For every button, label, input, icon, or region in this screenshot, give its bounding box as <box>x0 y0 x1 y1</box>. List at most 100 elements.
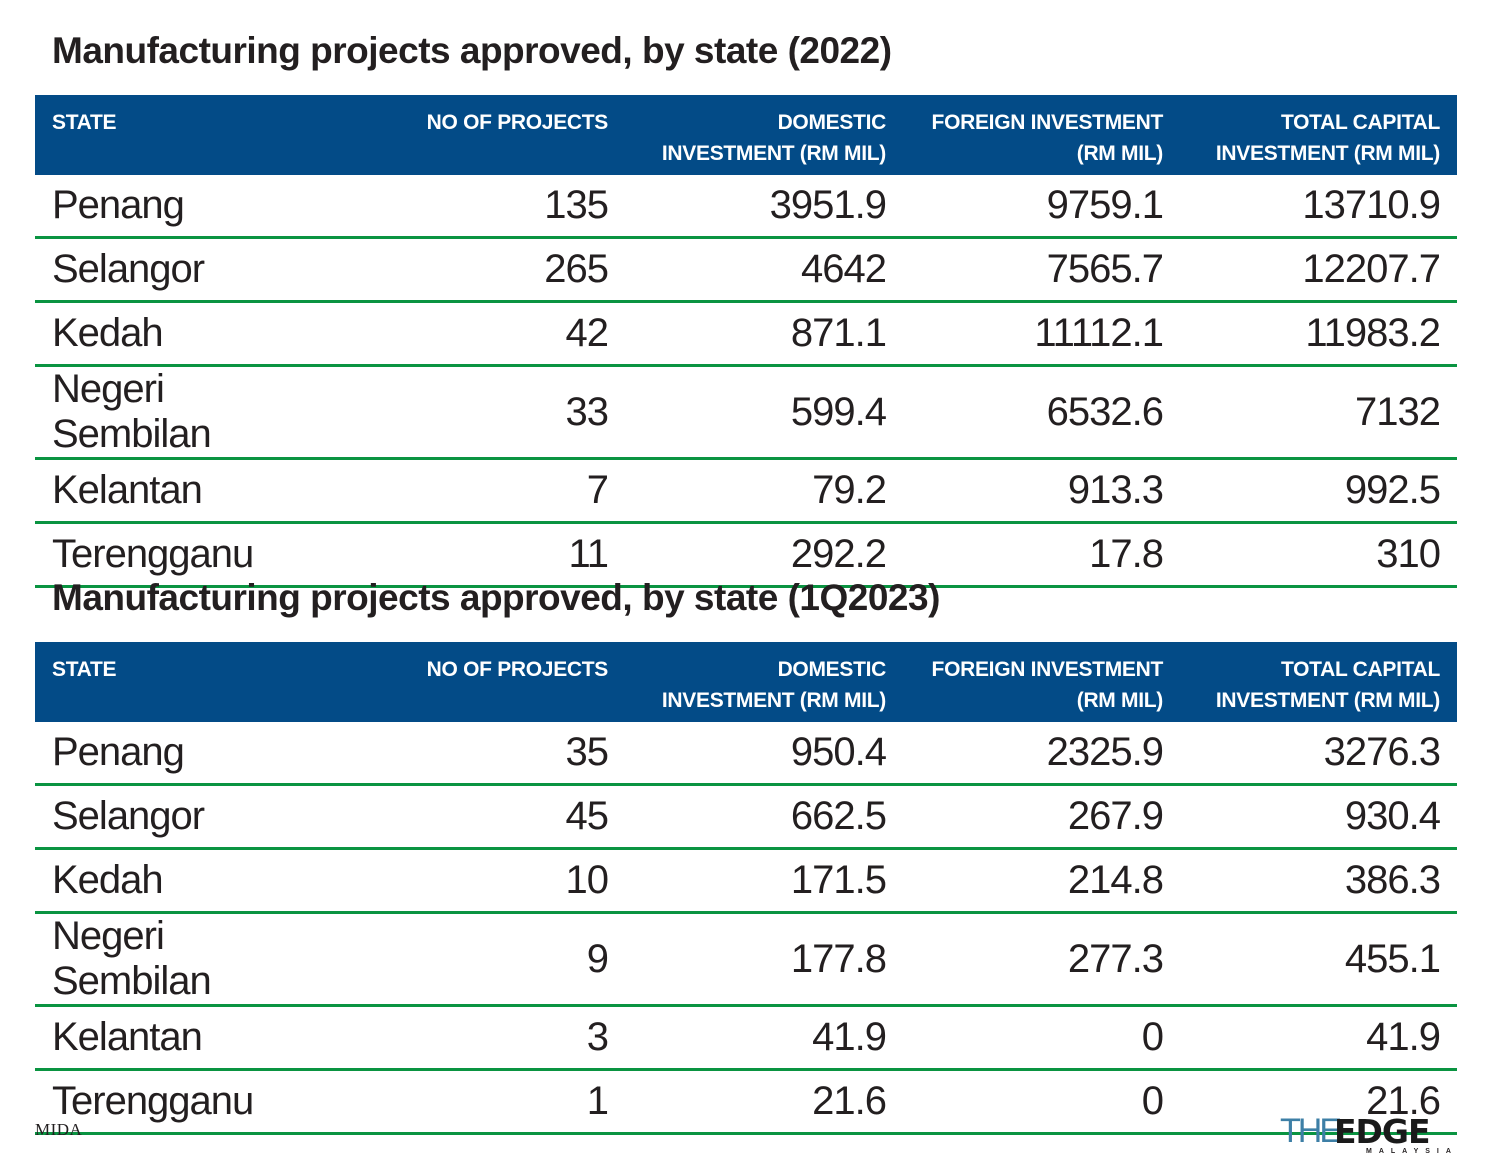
cell-domestic: 292.2 <box>625 524 903 588</box>
cell-state: Penang <box>35 722 346 786</box>
header-line: TOTAL CAPITAL <box>1280 658 1440 681</box>
table-row: Kelantan 3 41.9 0 41.9 <box>35 1007 1457 1071</box>
cell-state: Negeri Sembilan <box>35 914 346 1007</box>
cell-total: 11983.2 <box>1180 303 1457 367</box>
cell-foreign: 913.3 <box>903 460 1180 524</box>
cell-projects: 135 <box>346 175 625 239</box>
header-domestic: DOMESTIC INVESTMENT (RM MIL) <box>625 95 903 175</box>
table-title-2022: Manufacturing projects approved, by stat… <box>52 30 892 71</box>
cell-total: 930.4 <box>1180 786 1457 850</box>
cell-state: Kedah <box>35 303 346 367</box>
table-row: Selangor 265 4642 7565.7 12207.7 <box>35 239 1457 303</box>
header-line: INVESTMENT (RM MIL) <box>1215 142 1440 165</box>
header-line: DOMESTIC <box>777 111 887 134</box>
cell-state: Terengganu <box>35 524 346 588</box>
cell-foreign: 7565.7 <box>903 239 1180 303</box>
table-row: Kedah 42 871.1 11112.1 11983.2 <box>35 303 1457 367</box>
cell-state: Kelantan <box>35 460 346 524</box>
header-total: TOTAL CAPITAL INVESTMENT (RM MIL) <box>1180 642 1457 722</box>
table-row: Terengganu 1 21.6 0 21.6 <box>35 1071 1457 1135</box>
cell-domestic: 3951.9 <box>625 175 903 239</box>
cell-domestic: 950.4 <box>625 722 903 786</box>
table-row: Negeri Sembilan 9 177.8 277.3 455.1 <box>35 914 1457 1007</box>
table-row: Selangor 45 662.5 267.9 930.4 <box>35 786 1457 850</box>
header-line: DOMESTIC <box>777 658 887 681</box>
cell-state: Terengganu <box>35 1071 346 1135</box>
cell-total: 386.3 <box>1180 850 1457 914</box>
header-state: STATE <box>35 95 346 175</box>
cell-state: Selangor <box>35 239 346 303</box>
cell-foreign: 11112.1 <box>903 303 1180 367</box>
cell-foreign: 267.9 <box>903 786 1180 850</box>
cell-foreign: 0 <box>903 1071 1180 1135</box>
cell-domestic: 599.4 <box>625 367 903 460</box>
header-domestic: DOMESTIC INVESTMENT (RM MIL) <box>625 642 903 722</box>
header-state: STATE <box>35 642 346 722</box>
source-note: MIDA <box>35 1120 83 1139</box>
cell-total: 3276.3 <box>1180 722 1457 786</box>
header-line: (RM MIL) <box>1076 689 1164 712</box>
cell-state: Selangor <box>35 786 346 850</box>
table-row: Penang 135 3951.9 9759.1 13710.9 <box>35 175 1457 239</box>
header-line: INVESTMENT (RM MIL) <box>661 142 886 165</box>
cell-projects: 11 <box>346 524 625 588</box>
header-line: STATE <box>52 658 117 681</box>
table-title-1q2023: Manufacturing projects approved, by stat… <box>52 577 940 618</box>
cell-projects: 9 <box>346 914 625 1007</box>
logo-the: THE <box>1280 1112 1342 1150</box>
cell-foreign: 0 <box>903 1007 1180 1071</box>
header-foreign: FOREIGN INVESTMENT (RM MIL) <box>903 95 1180 175</box>
header-line: INVESTMENT (RM MIL) <box>1215 689 1440 712</box>
cell-total: 21.6 <box>1180 1071 1457 1135</box>
cell-projects: 3 <box>346 1007 625 1071</box>
cell-domestic: 662.5 <box>625 786 903 850</box>
cell-total: 455.1 <box>1180 914 1457 1007</box>
cell-domestic: 21.6 <box>625 1071 903 1135</box>
cell-projects: 265 <box>346 239 625 303</box>
cell-domestic: 4642 <box>625 239 903 303</box>
header-total: TOTAL CAPITAL INVESTMENT (RM MIL) <box>1180 95 1457 175</box>
cell-total: 41.9 <box>1180 1007 1457 1071</box>
cell-projects: 35 <box>346 722 625 786</box>
header-line: NO OF PROJECTS <box>426 111 609 134</box>
cell-total: 992.5 <box>1180 460 1457 524</box>
cell-projects: 10 <box>346 850 625 914</box>
header-line: TOTAL CAPITAL <box>1280 111 1440 134</box>
cell-projects: 45 <box>346 786 625 850</box>
table-2022: STATE NO OF PROJECTS DOMESTIC INVESTMENT (R… <box>35 95 1457 588</box>
cell-domestic: 177.8 <box>625 914 903 1007</box>
cell-state: Kelantan <box>35 1007 346 1071</box>
cell-total: 13710.9 <box>1180 175 1457 239</box>
header-projects: NO OF PROJECTS <box>346 95 625 175</box>
logo-malaysia: MALAYSIA <box>1366 1148 1458 1155</box>
cell-foreign: 9759.1 <box>903 175 1180 239</box>
cell-projects: 33 <box>346 367 625 460</box>
cell-domestic: 79.2 <box>625 460 903 524</box>
table-row: Kelantan 7 79.2 913.3 992.5 <box>35 460 1457 524</box>
table-row: Kedah 10 171.5 214.8 386.3 <box>35 850 1457 914</box>
the-edge-logo: THE EDGE MALAYSIA <box>1280 1112 1460 1157</box>
cell-state: Negeri Sembilan <box>35 367 346 460</box>
header-line: STATE <box>52 111 117 134</box>
cell-total: 12207.7 <box>1180 239 1457 303</box>
cell-domestic: 871.1 <box>625 303 903 367</box>
cell-foreign: 277.3 <box>903 914 1180 1007</box>
cell-state: Penang <box>35 175 346 239</box>
cell-domestic: 171.5 <box>625 850 903 914</box>
cell-projects: 1 <box>346 1071 625 1135</box>
logo-edge: EDGE <box>1334 1112 1431 1151</box>
cell-foreign: 214.8 <box>903 850 1180 914</box>
table-row: Terengganu 11 292.2 17.8 310 <box>35 524 1457 588</box>
header-line: NO OF PROJECTS <box>426 658 609 681</box>
table-row: Negeri Sembilan 33 599.4 6532.6 7132 <box>35 367 1457 460</box>
cell-foreign: 17.8 <box>903 524 1180 588</box>
table-row: Penang 35 950.4 2325.9 3276.3 <box>35 722 1457 786</box>
header-projects: NO OF PROJECTS <box>346 642 625 722</box>
header-line: INVESTMENT (RM MIL) <box>661 689 886 712</box>
cell-foreign: 2325.9 <box>903 722 1180 786</box>
cell-domestic: 41.9 <box>625 1007 903 1071</box>
cell-projects: 7 <box>346 460 625 524</box>
cell-foreign: 6532.6 <box>903 367 1180 460</box>
header-line: FOREIGN INVESTMENT <box>931 111 1164 134</box>
table-1q2023: STATE NO OF PROJECTS DOMESTIC INVESTMENT (R… <box>35 642 1457 1135</box>
